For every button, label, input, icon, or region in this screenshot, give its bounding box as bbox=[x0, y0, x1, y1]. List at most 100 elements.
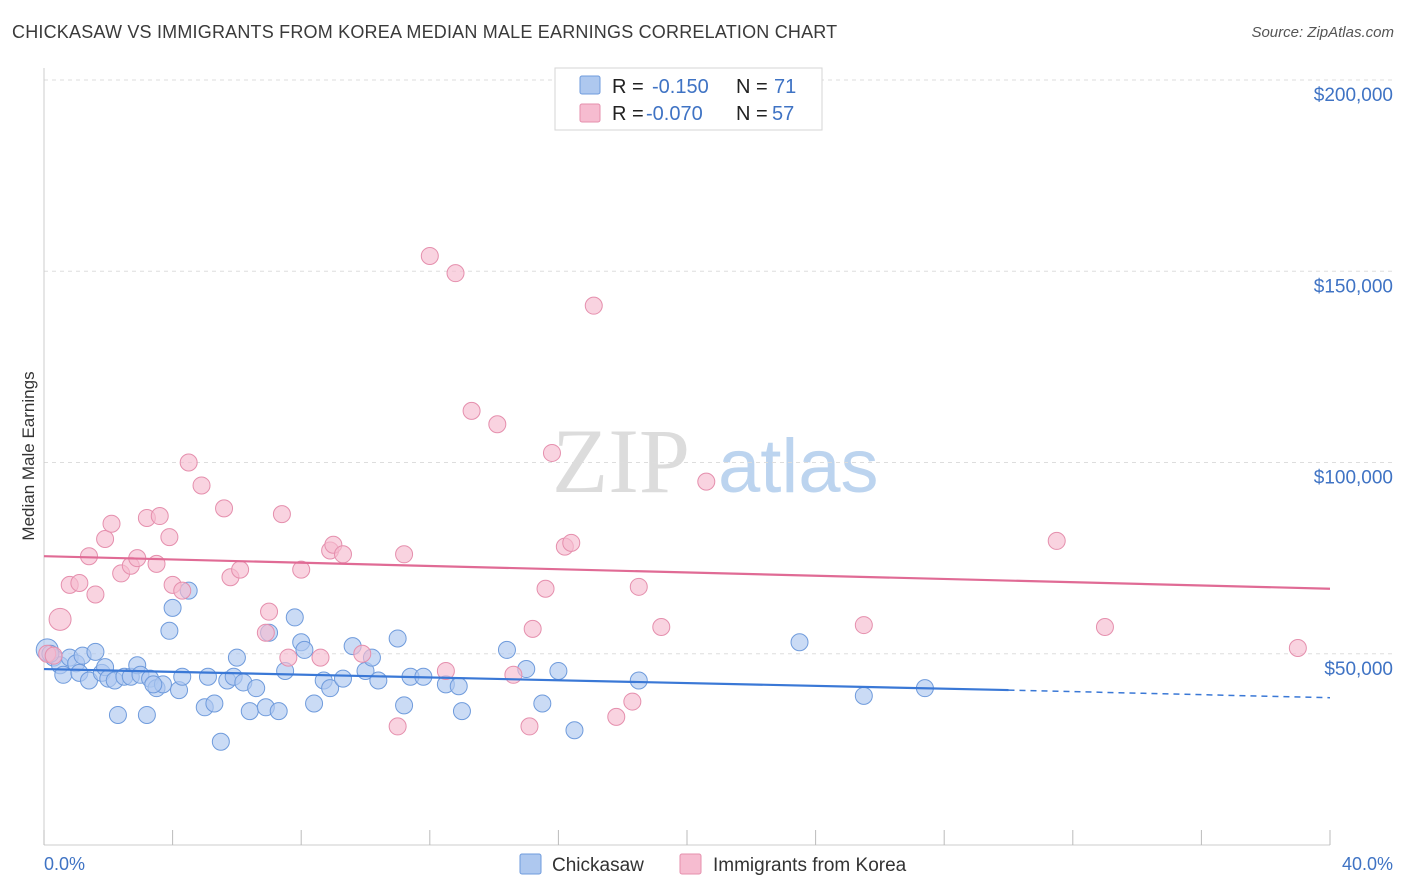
x-tick-label-min: 0.0% bbox=[44, 854, 85, 874]
legend-r-value-2: -0.070 bbox=[646, 103, 703, 125]
korea-point bbox=[623, 692, 642, 711]
legend-swatch-pink bbox=[579, 103, 601, 123]
korea-point bbox=[150, 507, 169, 526]
chickasaw-point bbox=[295, 640, 314, 659]
y-tick-labels: $50,000 $100,000 $150,000 $200,000 bbox=[1314, 85, 1393, 680]
korea-point bbox=[697, 472, 716, 491]
korea-point bbox=[260, 602, 279, 621]
korea-point bbox=[523, 619, 542, 638]
chickasaw-point bbox=[333, 669, 352, 688]
trend-lines bbox=[43, 555, 1331, 699]
korea-point bbox=[292, 560, 311, 579]
chickasaw-point bbox=[144, 675, 163, 694]
y-tick-label: $100,000 bbox=[1314, 468, 1393, 489]
y-tick-label: $200,000 bbox=[1314, 85, 1393, 106]
korea-point bbox=[102, 514, 121, 533]
chickasaw-point bbox=[163, 598, 182, 617]
chickasaw-point bbox=[240, 702, 259, 721]
bottom-legend-swatch-blue bbox=[519, 853, 542, 875]
chickasaw-point bbox=[497, 640, 516, 659]
chickasaw-point bbox=[198, 667, 217, 686]
korea-point bbox=[272, 505, 291, 524]
korea-point bbox=[256, 623, 275, 642]
korea-point bbox=[192, 476, 211, 495]
korea-point bbox=[1095, 617, 1114, 636]
chickasaw-point bbox=[321, 679, 340, 698]
chickasaw-point bbox=[227, 648, 246, 667]
korea-point bbox=[173, 581, 192, 600]
korea-point bbox=[388, 717, 407, 736]
watermark: ZIP atlas bbox=[552, 410, 879, 512]
chickasaw-point bbox=[533, 694, 552, 713]
bottom-legend: Chickasaw Immigrants from Korea bbox=[519, 853, 907, 876]
chickasaw-point bbox=[305, 694, 324, 713]
bottom-legend-swatch-pink bbox=[679, 853, 702, 875]
chickasaw-trend-extension bbox=[1008, 689, 1331, 699]
korea-point bbox=[179, 453, 198, 472]
korea-point bbox=[231, 560, 250, 579]
korea-point bbox=[607, 707, 626, 726]
legend-n-label-2: N = bbox=[736, 103, 768, 125]
chickasaw-point bbox=[205, 694, 224, 713]
watermark-zip: ZIP bbox=[552, 410, 690, 512]
korea-point bbox=[854, 616, 873, 635]
bottom-legend-label-chickasaw: Chickasaw bbox=[552, 855, 644, 876]
korea-point bbox=[48, 607, 72, 631]
chickasaw-point bbox=[173, 667, 192, 686]
chickasaw-point bbox=[549, 661, 568, 680]
y-axis-title: Median Male Earnings bbox=[19, 371, 38, 540]
legend-n-value-1: 71 bbox=[774, 76, 796, 98]
korea-point bbox=[215, 499, 234, 518]
chickasaw-point bbox=[108, 705, 127, 724]
korea-point bbox=[333, 545, 352, 564]
korea-point bbox=[420, 246, 439, 265]
korea-trend-line bbox=[43, 555, 1331, 590]
axes bbox=[43, 68, 1331, 846]
korea-point bbox=[96, 530, 115, 548]
korea-point bbox=[446, 264, 465, 283]
chart-title: CHICKASAW VS IMMIGRANTS FROM KOREA MEDIA… bbox=[12, 22, 838, 42]
chickasaw-point bbox=[285, 608, 304, 627]
chickasaw-trend-line bbox=[43, 667, 1009, 692]
korea-point bbox=[520, 717, 539, 736]
series-chickasaw-points bbox=[35, 581, 934, 751]
chickasaw-point bbox=[790, 633, 809, 652]
chickasaw-point bbox=[388, 629, 407, 648]
chickasaw-point bbox=[565, 721, 584, 740]
korea-point bbox=[86, 585, 105, 604]
bottom-legend-label-korea: Immigrants from Korea bbox=[713, 855, 907, 876]
chickasaw-point bbox=[854, 686, 873, 705]
chickasaw-point bbox=[137, 705, 156, 724]
legend-n-label-1: N = bbox=[736, 76, 768, 98]
korea-point bbox=[488, 415, 507, 434]
legend-r-label-1: R = bbox=[612, 76, 644, 98]
legend-box: R = -0.150 N = 71 R = -0.070 N = 57 bbox=[554, 67, 823, 131]
x-tick-label-max: 40.0% bbox=[1342, 854, 1393, 874]
korea-point bbox=[1047, 531, 1066, 550]
chickasaw-point bbox=[211, 732, 230, 751]
chickasaw-point bbox=[629, 671, 648, 690]
chickasaw-point bbox=[160, 621, 179, 640]
korea-point bbox=[504, 665, 523, 684]
korea-point bbox=[542, 443, 561, 462]
legend-n-value-2: 57 bbox=[772, 103, 794, 125]
korea-point bbox=[353, 644, 372, 663]
korea-point bbox=[1288, 639, 1307, 658]
korea-point bbox=[279, 648, 298, 667]
series-korea-points bbox=[38, 246, 1307, 736]
korea-point bbox=[462, 401, 481, 420]
y-tick-label: $50,000 bbox=[1324, 659, 1393, 680]
source-label: Source: ZipAtlas.com bbox=[1251, 24, 1394, 41]
chickasaw-point bbox=[369, 671, 388, 690]
korea-point bbox=[160, 528, 179, 547]
korea-point bbox=[562, 533, 581, 552]
korea-point bbox=[70, 573, 89, 592]
chickasaw-point bbox=[395, 696, 414, 715]
chickasaw-point bbox=[452, 702, 471, 721]
legend-swatch-blue bbox=[579, 75, 601, 95]
y-tick-label: $150,000 bbox=[1314, 276, 1393, 297]
chickasaw-point bbox=[247, 679, 266, 698]
korea-point bbox=[536, 579, 555, 598]
legend-r-value-1: -0.150 bbox=[652, 76, 709, 98]
